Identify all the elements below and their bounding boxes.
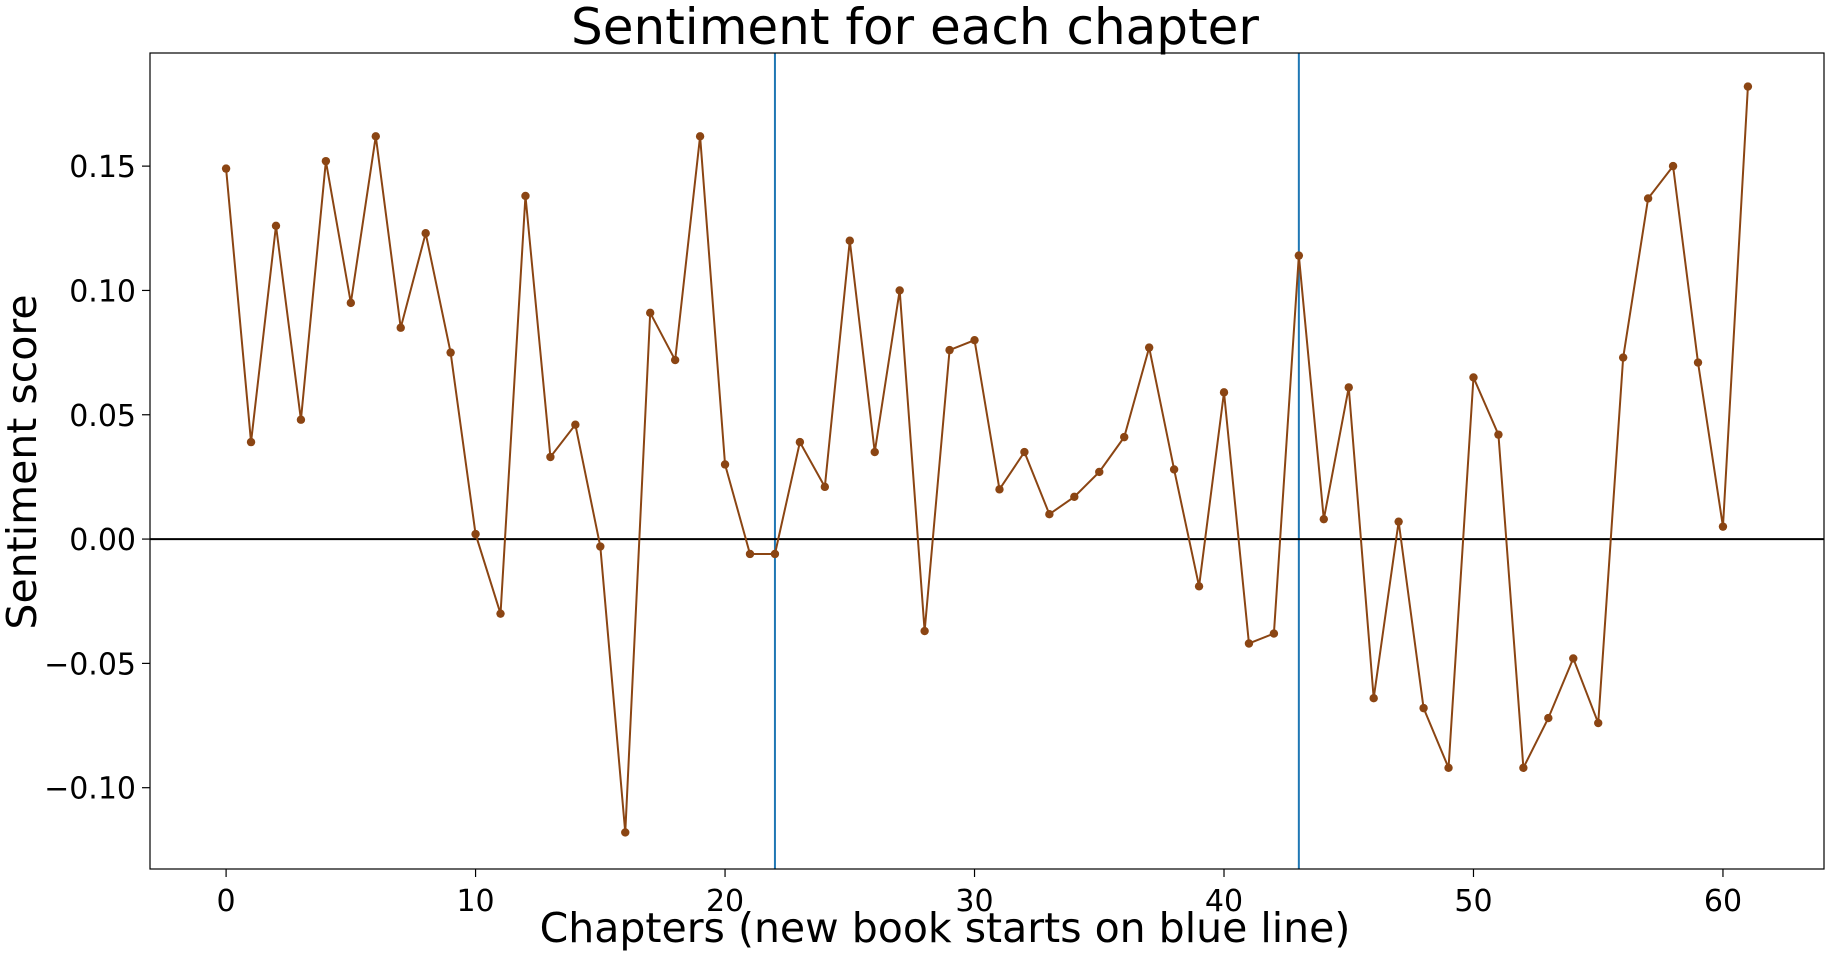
data-point [1743, 82, 1753, 91]
reference-lines [150, 53, 1824, 869]
data-point [870, 447, 879, 457]
data-point [1519, 763, 1528, 773]
data-point [795, 437, 805, 447]
data-point [1643, 194, 1653, 203]
x-tick-label: 60 [1704, 884, 1742, 919]
y-tick-label: 0.05 [69, 399, 136, 434]
data-point [1693, 358, 1703, 367]
data-point [1419, 703, 1428, 713]
data-point [1194, 582, 1204, 591]
data-point [995, 485, 1004, 494]
data-point [820, 482, 830, 492]
data-point [596, 542, 605, 551]
data-point [571, 420, 580, 429]
x-axis-ticks: 0 10 20 30 40 50 60 [217, 869, 1742, 919]
data-point [421, 229, 430, 238]
x-tick-label: 0 [217, 884, 236, 919]
data-point [920, 626, 929, 636]
data-point [1244, 639, 1254, 648]
data-point [1469, 373, 1478, 382]
data-point [745, 549, 755, 559]
data-point [1718, 522, 1728, 531]
plot-frame [149, 52, 1825, 870]
x-tick-label: 50 [1454, 884, 1492, 919]
y-axis-ticks: −0.10 −0.05 0.00 0.05 0.10 0.15 [44, 150, 150, 807]
y-tick-label: 0.00 [69, 523, 136, 558]
y-tick-label: −0.10 [44, 772, 136, 807]
y-tick-label: 0.15 [69, 150, 136, 185]
data-point [770, 549, 780, 559]
x-tick-label: 30 [955, 884, 993, 919]
data-point [1045, 510, 1054, 519]
data-point [945, 345, 954, 355]
x-tick-label: 40 [1205, 884, 1243, 919]
data-point [296, 415, 306, 424]
data-point [1369, 693, 1378, 703]
x-axis-label: Chapters (new book starts on blue line) [540, 904, 1351, 952]
data-point [221, 164, 231, 173]
data-point [371, 132, 380, 141]
data-point [1494, 430, 1503, 439]
data-point [1394, 517, 1403, 526]
x-tick-label: 10 [456, 884, 494, 919]
data-point [1319, 514, 1328, 524]
data-point [845, 236, 854, 245]
data-point [621, 828, 630, 837]
x-tick-label: 20 [706, 884, 744, 919]
data-point [1095, 467, 1104, 477]
data-point [246, 437, 256, 447]
data-point [1444, 763, 1453, 773]
series-line [225, 86, 1749, 833]
data-point [1269, 629, 1279, 638]
data-point [695, 132, 705, 141]
data-point [1594, 718, 1603, 728]
data-point [446, 348, 455, 357]
data-point [646, 308, 655, 318]
y-tick-label: 0.10 [69, 274, 136, 309]
data-point [1344, 383, 1353, 392]
y-axis-label: Sentiment score [0, 294, 46, 629]
data-point [521, 191, 530, 201]
data-point [321, 156, 331, 166]
chart-title: Sentiment for each chapter [571, 0, 1259, 56]
data-point [271, 221, 281, 230]
data-point [1569, 654, 1578, 663]
data-point [1668, 161, 1678, 171]
data-point [1294, 251, 1304, 260]
data-point [1169, 465, 1179, 474]
data-point [670, 355, 680, 365]
data-point [1020, 447, 1029, 457]
data-point [346, 298, 356, 308]
data-point [546, 452, 555, 462]
data-point [1618, 353, 1628, 362]
data-point [1144, 343, 1154, 352]
data-point [1219, 388, 1229, 397]
data-point [1070, 492, 1079, 502]
data-point [1120, 432, 1129, 442]
data-point [496, 609, 505, 618]
data-point [471, 529, 480, 539]
data-point [1544, 713, 1553, 723]
data-point [720, 460, 730, 469]
y-tick-label: −0.05 [44, 647, 136, 682]
data-series [225, 86, 1749, 833]
data-point [396, 323, 405, 332]
data-point [970, 335, 979, 345]
data-point [895, 286, 904, 295]
data-points [221, 82, 1753, 837]
